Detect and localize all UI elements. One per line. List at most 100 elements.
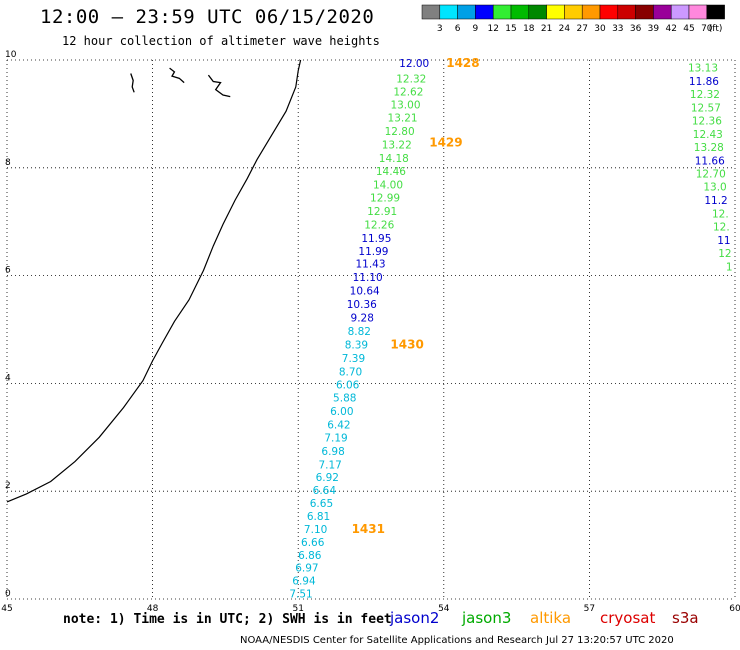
- coastline: [6, 59, 302, 503]
- time-label: 1429: [429, 135, 462, 149]
- wave-height-label: 13.00: [390, 100, 420, 112]
- wave-height-label: 12.62: [393, 86, 423, 98]
- time-label: 1430: [390, 338, 423, 352]
- wave-height-label-east: 12.43: [693, 129, 723, 141]
- wave-height-label: 14.00: [373, 180, 403, 192]
- wave-height-label-east: 12.70: [696, 169, 726, 181]
- wave-height-label: 12.80: [385, 126, 415, 138]
- wave-height-label: 11.99: [358, 246, 388, 258]
- legend-tick-label: 12: [487, 24, 498, 34]
- y-tick-label: 8: [5, 158, 11, 168]
- island-outline: [207, 74, 231, 98]
- wave-height-label-east: 13.28: [694, 142, 724, 154]
- legend-tick-label: 70: [701, 24, 713, 34]
- wave-height-label: 8.39: [345, 340, 368, 352]
- island-outline: [169, 67, 185, 84]
- wave-height-label: 7.10: [304, 524, 327, 536]
- wave-height-label: 12.32: [396, 73, 426, 85]
- legend-jason2: jason2: [390, 609, 440, 627]
- legend-tick-label: 42: [665, 24, 676, 34]
- legend-cryosat: cryosat: [600, 609, 656, 627]
- wave-height-label: 10.64: [350, 286, 380, 298]
- wave-height-label-east: 13.0: [703, 182, 726, 194]
- wave-height-label-east: 1: [726, 261, 733, 273]
- wave-height-label: 7.17: [318, 459, 341, 471]
- wave-height-label: 11.95: [361, 233, 391, 245]
- wave-height-label: 14.46: [376, 166, 406, 178]
- wave-height-label-east: 11.66: [695, 155, 725, 167]
- legend-tick-label: 21: [541, 24, 552, 34]
- page-subtitle: 12 hour collection of altimeter wave hei…: [62, 34, 380, 48]
- x-tick-label: 60: [729, 604, 740, 614]
- wave-height-label: 6.65: [310, 498, 333, 510]
- x-tick-label: 45: [1, 604, 12, 614]
- wave-height-label: 12.99: [370, 192, 400, 204]
- x-tick-label: 57: [584, 604, 595, 614]
- legend-tick-label: 24: [559, 24, 571, 34]
- legend-tick-label: 39: [648, 24, 660, 34]
- wave-height-label-east: 12.: [713, 222, 730, 234]
- legend-s3a: s3a: [672, 609, 699, 627]
- wave-height-label-east: 12.57: [691, 102, 721, 114]
- wave-height-label: 12.00: [399, 58, 429, 70]
- wave-height-label: 6.86: [298, 550, 322, 562]
- wave-height-label: 7.39: [342, 353, 365, 365]
- y-tick-label: 4: [5, 373, 11, 383]
- y-tick-label: 10: [5, 50, 17, 60]
- wave-height-label: 6.66: [301, 537, 325, 549]
- wave-height-label: 8.82: [348, 326, 371, 338]
- wave-height-label-east: 12: [718, 248, 731, 260]
- legend-tick-label: 36: [630, 24, 642, 34]
- wave-height-label: 6.81: [307, 511, 330, 523]
- wave-height-label: 6.94: [292, 576, 316, 588]
- wave-height-label: 11.10: [353, 272, 383, 284]
- x-tick-label: 54: [438, 604, 450, 614]
- legend-tick-label: 3: [437, 24, 443, 34]
- wave-height-label: 13.21: [388, 113, 418, 125]
- wave-height-label: 6.97: [295, 563, 318, 575]
- legend-tick-label: 33: [612, 24, 623, 34]
- wave-height-label: 6.00: [330, 406, 353, 418]
- wave-height-label-east: 12.36: [692, 115, 722, 127]
- legend-jason3: jason3: [462, 609, 512, 627]
- wave-height-label: 7.51: [289, 589, 312, 601]
- wave-height-label: 6.92: [316, 472, 339, 484]
- wave-height-label: 6.42: [327, 419, 350, 431]
- wave-height-label: 5.88: [333, 392, 356, 404]
- island-outline: [130, 73, 135, 93]
- wave-height-label: 12.26: [364, 219, 394, 231]
- color-legend: 3 6 9 12 15 18 21 24 27 30 33 36 39 42 45 70(ft): [421, 4, 725, 34]
- legend-swatch-16: [706, 4, 725, 20]
- footer-note: note: 1) Time is in UTC; 2) SWH is in fe…: [63, 612, 392, 627]
- wave-height-label: 7.19: [324, 432, 347, 444]
- time-label: 1431: [352, 522, 385, 536]
- legend-tick-label: 15: [505, 24, 516, 34]
- wave-height-label: 6.06: [336, 379, 360, 391]
- y-tick-label: 2: [5, 481, 11, 491]
- legend-tick-label: 27: [576, 24, 587, 34]
- altimeter-map: 45 48 51 54 57 60024681012.0012.3212.6213.001…: [1, 50, 740, 614]
- y-tick-label: 0: [5, 589, 11, 599]
- wave-height-label-east: 11.86: [689, 76, 719, 88]
- wave-height-label-east: 11.2: [704, 195, 727, 207]
- wave-height-label-east: 11: [717, 235, 730, 247]
- credit-line: NOAA/NESDIS Center for Satellite Applica…: [240, 635, 674, 646]
- wave-height-label: 10.36: [347, 299, 377, 311]
- legend-tick-label: 30: [594, 24, 606, 34]
- wave-height-label: 8.70: [339, 367, 362, 379]
- page-title: 12:00 – 23:59 UTC 06/15/2020: [40, 6, 375, 28]
- wave-height-label: 12.91: [367, 206, 397, 218]
- legend-tick-label: 18: [523, 24, 535, 34]
- legend-tick-label: 45: [683, 24, 694, 34]
- x-tick-label: 48: [147, 604, 159, 614]
- wave-height-label-east: 13.13: [688, 63, 718, 75]
- wave-height-label: 14.18: [379, 153, 409, 165]
- y-tick-label: 6: [5, 266, 11, 276]
- wave-height-label: 9.28: [351, 313, 374, 325]
- wave-height-label-east: 12.: [712, 209, 729, 221]
- time-label: 1428: [446, 56, 479, 70]
- legend-altika: altika: [530, 609, 572, 627]
- wave-height-label: 11.43: [355, 259, 385, 271]
- wave-height-label: 13.22: [382, 140, 412, 152]
